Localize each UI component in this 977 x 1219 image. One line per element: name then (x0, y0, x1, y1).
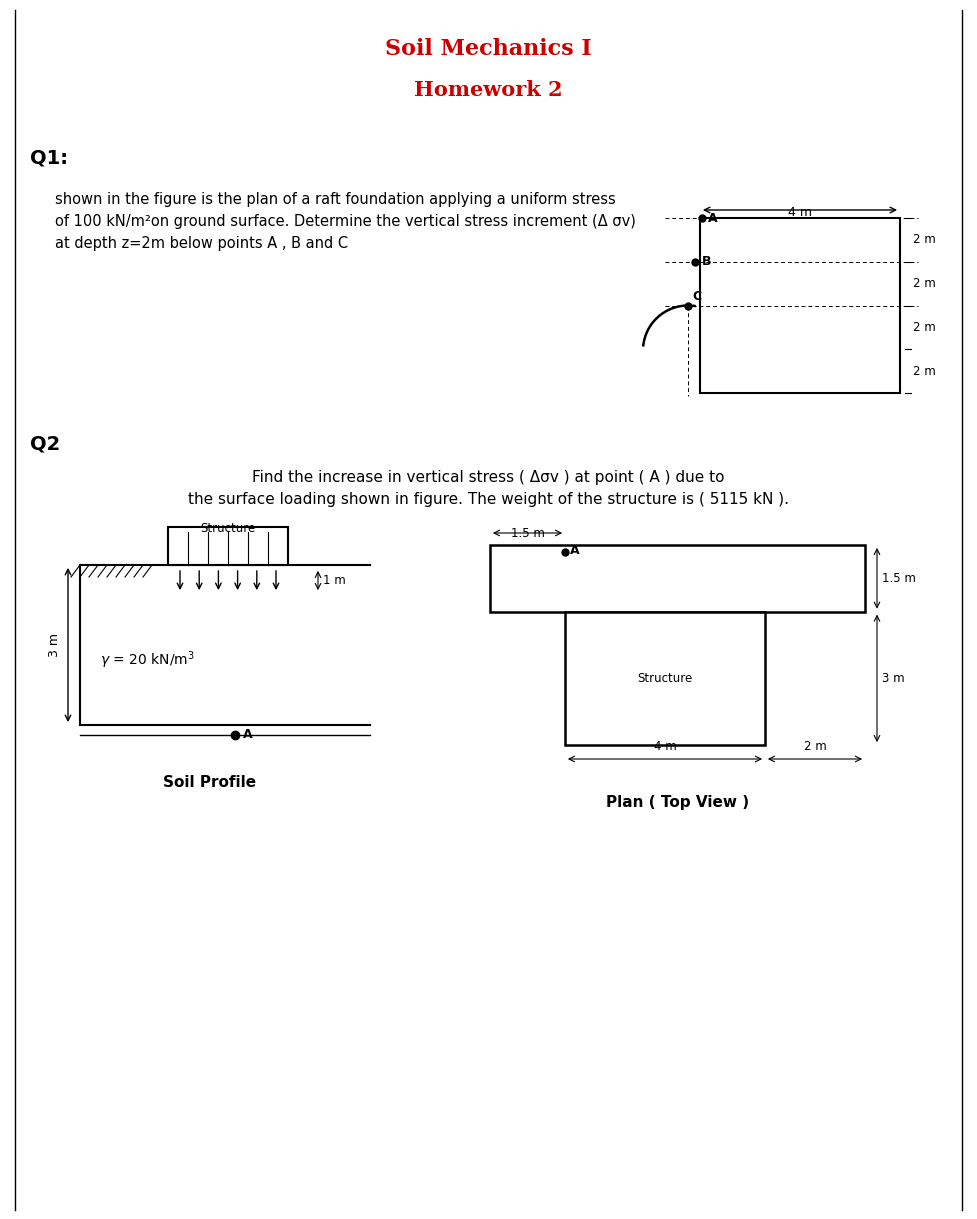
Text: 2 m: 2 m (913, 364, 936, 378)
Text: Plan ( Top View ): Plan ( Top View ) (606, 795, 749, 809)
Text: 4 m: 4 m (788, 206, 812, 219)
Text: 2 m: 2 m (913, 277, 936, 290)
Text: 2 m: 2 m (913, 233, 936, 246)
Bar (565, 612, 765, 745)
Text: 1.5 m: 1.5 m (882, 572, 915, 585)
Text: Structure: Structure (200, 522, 256, 535)
Bar (168, 527, 288, 564)
Text: 2 m: 2 m (913, 321, 936, 334)
Text: 4 m: 4 m (654, 740, 676, 753)
Text: shown in the figure is the plan of a raft foundation applying a uniform stress
o: shown in the figure is the plan of a raf… (55, 193, 636, 251)
Text: A: A (708, 212, 718, 224)
Text: 2 m: 2 m (804, 740, 827, 753)
Text: Soil Mechanics I: Soil Mechanics I (385, 38, 591, 60)
Text: Q1:: Q1: (30, 147, 68, 167)
Text: Find the increase in vertical stress ( Δσv ) at point ( A ) due to
the surface l: Find the increase in vertical stress ( Δ… (188, 471, 788, 507)
Bar (490, 545, 865, 612)
Text: C: C (692, 290, 701, 304)
Text: Homework 2: Homework 2 (413, 80, 563, 100)
Text: Q2: Q2 (30, 435, 61, 453)
Text: 1 m: 1 m (323, 574, 346, 588)
Text: Soil Profile: Soil Profile (163, 775, 257, 790)
Text: 1.5 m: 1.5 m (511, 527, 544, 540)
Text: 3 m: 3 m (882, 672, 905, 685)
Text: B: B (702, 255, 711, 268)
Bar (700, 218, 900, 393)
Text: A: A (570, 544, 579, 557)
Text: 3 m: 3 m (49, 633, 62, 657)
Text: $\gamma$ = 20 kN/m$^3$: $\gamma$ = 20 kN/m$^3$ (100, 650, 194, 670)
Text: Structure: Structure (637, 672, 693, 685)
Text: A: A (243, 729, 253, 741)
